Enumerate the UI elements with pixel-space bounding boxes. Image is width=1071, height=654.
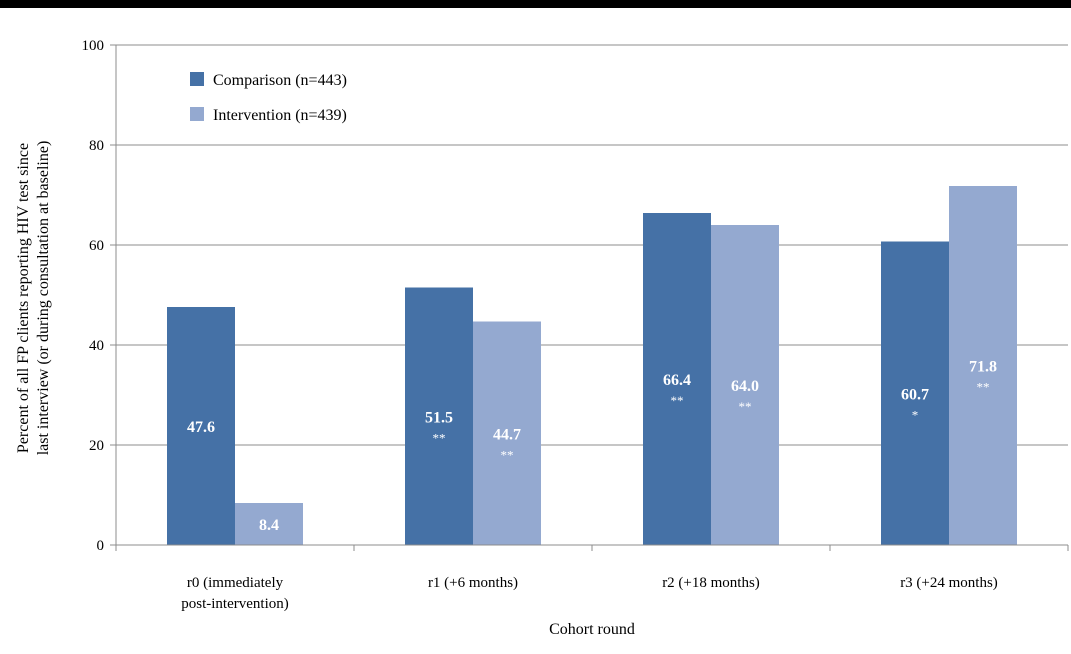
x-tick-label: r1 (+6 months) — [428, 575, 518, 591]
x-tick-label: r3 (+24 months) — [900, 575, 998, 591]
bar — [643, 213, 711, 545]
y-tick-label: 100 — [82, 38, 105, 54]
data-label: 66.4 — [663, 372, 691, 389]
data-label: 8.4 — [259, 517, 279, 534]
data-label: 44.7 — [493, 426, 521, 443]
y-tick-label: 0 — [97, 538, 105, 554]
top-rule — [0, 0, 1071, 8]
bar — [711, 225, 779, 545]
bar — [235, 503, 303, 545]
x-axis-title: Cohort round — [549, 621, 635, 638]
significance-label: ** — [501, 447, 514, 462]
legend-swatch — [190, 107, 204, 121]
x-tick-label: r0 (immediately — [187, 575, 284, 591]
axes: 0 20 40 60 80 100 r0 (immediately post-interven… — [82, 38, 1069, 612]
significance-label: ** — [977, 380, 990, 395]
legend: Comparison (n=443) Intervention (n=439) — [190, 72, 347, 124]
labels: 47.6 8.4 51.5 ** 44.7 ** 66.4 ** 64.0 ** 60.7 * 71.8… — [15, 141, 997, 638]
significance-label: ** — [433, 430, 446, 445]
legend-label: Intervention (n=439) — [213, 107, 347, 124]
significance-label: ** — [739, 399, 752, 414]
data-label: 64.0 — [731, 378, 759, 395]
x-tick-label: r2 (+18 months) — [662, 575, 760, 591]
y-tick-label: 80 — [89, 138, 104, 154]
data-label: 47.6 — [187, 419, 215, 436]
bar — [949, 186, 1017, 545]
y-tick-label: 20 — [89, 438, 104, 454]
legend-label: Comparison (n=443) — [213, 72, 347, 89]
data-label: 60.7 — [901, 386, 929, 403]
y-tick-label: 60 — [89, 238, 104, 254]
data-label: 51.5 — [425, 409, 453, 426]
bar — [167, 307, 235, 545]
data-label: 71.8 — [969, 359, 997, 376]
y-tick-label: 40 — [89, 338, 104, 354]
y-axis-title-line: Percent of all FP clients reporting HIV … — [15, 143, 32, 453]
y-axis-title-line: last interview (or during consultation a… — [35, 141, 52, 456]
bar — [405, 287, 473, 545]
significance-label: ** — [671, 393, 684, 408]
significance-label: * — [912, 407, 919, 422]
bars — [167, 186, 1017, 545]
bar — [881, 241, 949, 545]
bar — [473, 321, 541, 545]
legend-swatch — [190, 72, 204, 86]
x-tick-label: post-intervention) — [181, 596, 288, 612]
